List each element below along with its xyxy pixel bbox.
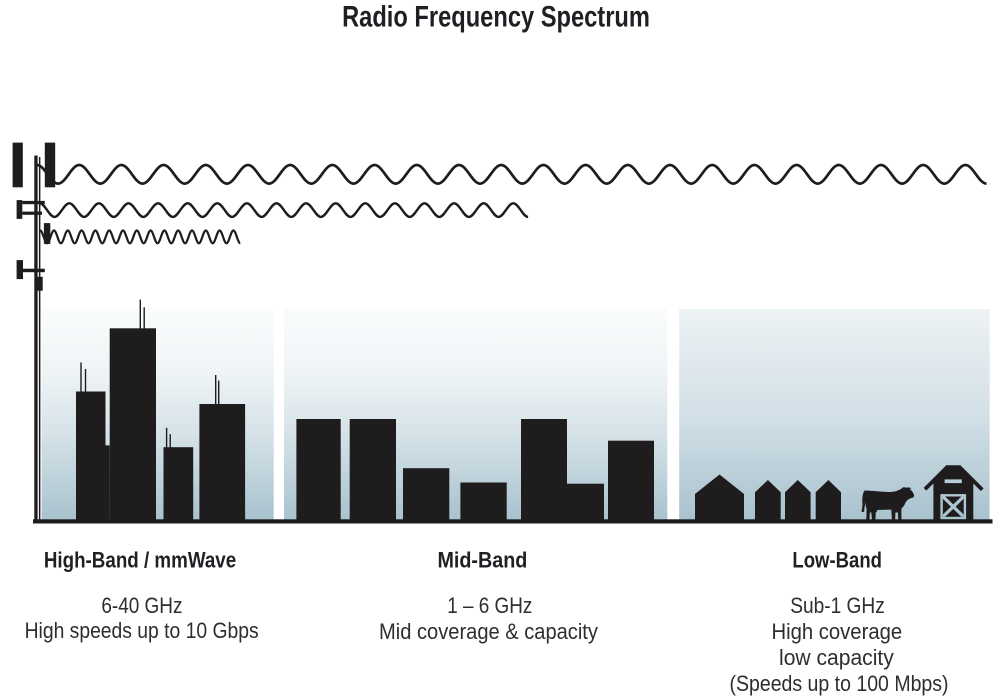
svg-text:Sub-1 GHz: Sub-1 GHz [790,594,885,619]
svg-text:Radio Frequency Spectrum: Radio Frequency Spectrum [342,0,650,33]
svg-text:High speeds up to 10 Gbps: High speeds up to 10 Gbps [25,619,259,643]
svg-text:low capacity: low capacity [779,646,894,671]
svg-text:High-Band / mmWave: High-Band / mmWave [44,548,236,573]
svg-text:Mid-Band: Mid-Band [437,548,527,572]
svg-text:Low-Band: Low-Band [792,548,882,573]
svg-text:High coverage: High coverage [771,620,902,644]
svg-text:Mid coverage & capacity: Mid coverage & capacity [379,620,598,644]
svg-text:6-40 GHz: 6-40 GHz [101,594,182,619]
svg-text:(Speeds up to 100 Mbps): (Speeds up to 100 Mbps) [729,672,948,696]
svg-text:1 – 6 GHz: 1 – 6 GHz [447,594,532,619]
